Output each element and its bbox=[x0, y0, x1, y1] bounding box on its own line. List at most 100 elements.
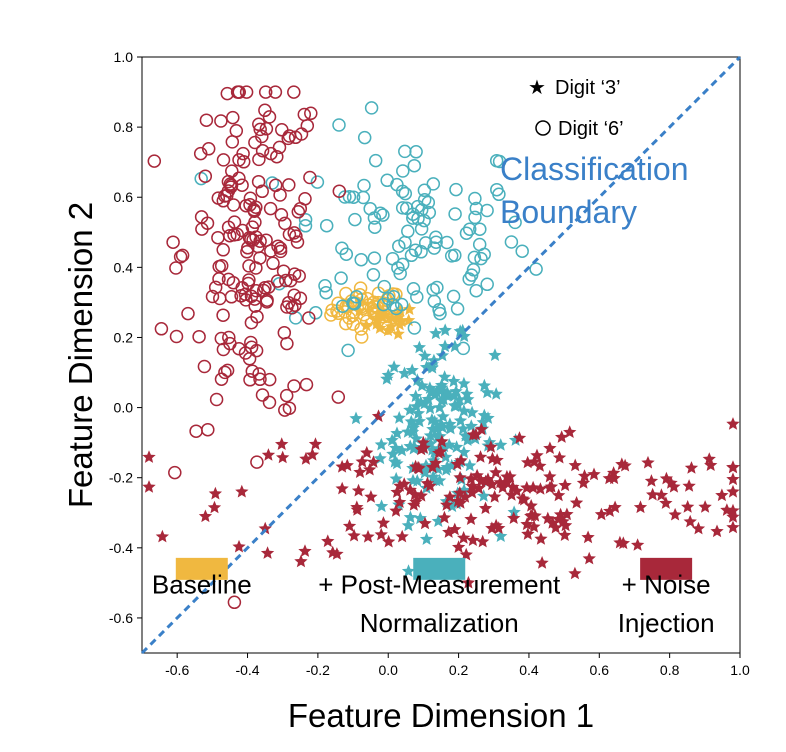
digit-3-point bbox=[425, 460, 440, 474]
legend-label-digit-3: Digit ‘3’ bbox=[555, 77, 621, 99]
digit-6-point bbox=[282, 178, 296, 192]
plot-area bbox=[141, 56, 741, 654]
digit-6-point bbox=[255, 143, 270, 158]
digit-3-point bbox=[416, 435, 430, 449]
digit-6-point bbox=[480, 203, 494, 218]
group-label-line2: Normalization bbox=[360, 608, 519, 638]
digit-3-point bbox=[387, 360, 401, 373]
digit-6-point bbox=[504, 235, 519, 249]
digit-6-point bbox=[417, 193, 432, 207]
digit-6-point bbox=[395, 201, 410, 215]
digit-6-point bbox=[280, 336, 294, 351]
digit-3-point bbox=[409, 495, 423, 508]
digit-6-point bbox=[197, 359, 212, 374]
y-tick-label: 0.6 bbox=[114, 189, 134, 205]
x-tick-label: 0.6 bbox=[590, 662, 610, 678]
digit-6-point bbox=[342, 311, 356, 325]
digit-3-point bbox=[438, 323, 452, 337]
digit-3-point bbox=[459, 547, 473, 561]
digit-6-point bbox=[175, 248, 190, 263]
digit-6-point bbox=[248, 292, 262, 306]
digit-6-point bbox=[367, 251, 382, 265]
digit-6-point bbox=[214, 258, 229, 273]
digit-3-point bbox=[488, 348, 502, 361]
digit-6-point bbox=[288, 298, 302, 312]
digit-3-point bbox=[371, 306, 385, 320]
digit-3-point bbox=[439, 463, 453, 476]
digit-6-point bbox=[225, 135, 240, 149]
digit-3-point bbox=[552, 450, 567, 464]
digit-6-point bbox=[220, 86, 235, 101]
digit-3-point bbox=[235, 484, 249, 498]
digit-3-point bbox=[142, 450, 156, 463]
digit-3-point bbox=[461, 575, 476, 589]
digit-3-point bbox=[659, 496, 673, 509]
digit-6-point bbox=[189, 424, 203, 438]
boundary-label-line2: Boundary bbox=[500, 194, 637, 230]
group-label-line1: + Noise bbox=[622, 569, 711, 599]
digit-6-point bbox=[298, 212, 313, 227]
digit-3-point bbox=[294, 554, 308, 568]
digit-3-point bbox=[436, 409, 450, 423]
digit-3-point bbox=[382, 534, 396, 548]
digit-3-point bbox=[350, 503, 364, 516]
digit-3-point bbox=[489, 387, 503, 400]
digit-6-point bbox=[181, 306, 195, 321]
digit-3-point bbox=[452, 393, 466, 406]
digit-6-point bbox=[332, 118, 346, 132]
digit-3-point bbox=[448, 339, 462, 353]
digit-6-point bbox=[300, 118, 315, 133]
digit-3-point bbox=[465, 479, 479, 492]
digit-3-point bbox=[442, 525, 456, 538]
digit-3-point bbox=[443, 420, 457, 434]
digit-6-point bbox=[245, 364, 260, 378]
y-tick-label: 1.0 bbox=[114, 49, 134, 65]
digit-6-point bbox=[239, 293, 253, 307]
digit-3-point bbox=[453, 470, 467, 484]
digit-6-point bbox=[252, 367, 266, 381]
digit-6-point bbox=[409, 145, 423, 159]
y-tick-label: -0.2 bbox=[109, 470, 133, 486]
digit-3-point bbox=[608, 500, 622, 514]
digit-3-point bbox=[453, 496, 468, 509]
digit-3-point bbox=[449, 384, 463, 398]
digit-6-point bbox=[334, 271, 348, 285]
legend-star-icon: ★ bbox=[528, 77, 546, 99]
digit-3-point bbox=[429, 326, 443, 340]
digit-3-point bbox=[581, 530, 595, 544]
digit-6-point bbox=[227, 595, 242, 610]
digit-3-point bbox=[568, 458, 582, 472]
digit-3-point bbox=[507, 511, 521, 524]
digit-6-point bbox=[262, 372, 277, 387]
digit-6-point bbox=[266, 256, 280, 271]
digit-6-point bbox=[302, 311, 316, 325]
digit-3-point bbox=[412, 414, 426, 428]
digit-6-point bbox=[199, 113, 214, 127]
digit-3-point bbox=[466, 533, 480, 546]
digit-3-point bbox=[524, 509, 538, 522]
digit-6-point bbox=[401, 224, 415, 239]
digit-3-point bbox=[552, 488, 566, 502]
digit-3-point bbox=[438, 339, 452, 353]
digit-6-point bbox=[407, 321, 422, 335]
digit-3-point bbox=[374, 437, 388, 451]
digit-3-point bbox=[360, 445, 374, 459]
digit-6-point bbox=[468, 210, 482, 225]
digit-6-point bbox=[319, 218, 334, 233]
digit-3-point bbox=[261, 448, 276, 461]
group-swatch bbox=[640, 557, 693, 580]
digit-6-point bbox=[282, 227, 297, 242]
digit-3-point bbox=[544, 479, 559, 493]
digit-3-point bbox=[533, 459, 547, 472]
digit-3-point bbox=[534, 532, 548, 545]
digit-3-point bbox=[435, 378, 449, 391]
digit-3-point bbox=[474, 422, 489, 436]
digit-6-point bbox=[255, 388, 270, 402]
digit-6-point bbox=[220, 363, 235, 378]
digit-3-point bbox=[208, 486, 222, 500]
x-tick-label: -0.2 bbox=[306, 662, 330, 678]
digit-6-point bbox=[357, 130, 372, 145]
digit-3-point bbox=[477, 378, 491, 392]
digit-3-point bbox=[515, 491, 530, 505]
digit-6-point bbox=[450, 302, 465, 316]
